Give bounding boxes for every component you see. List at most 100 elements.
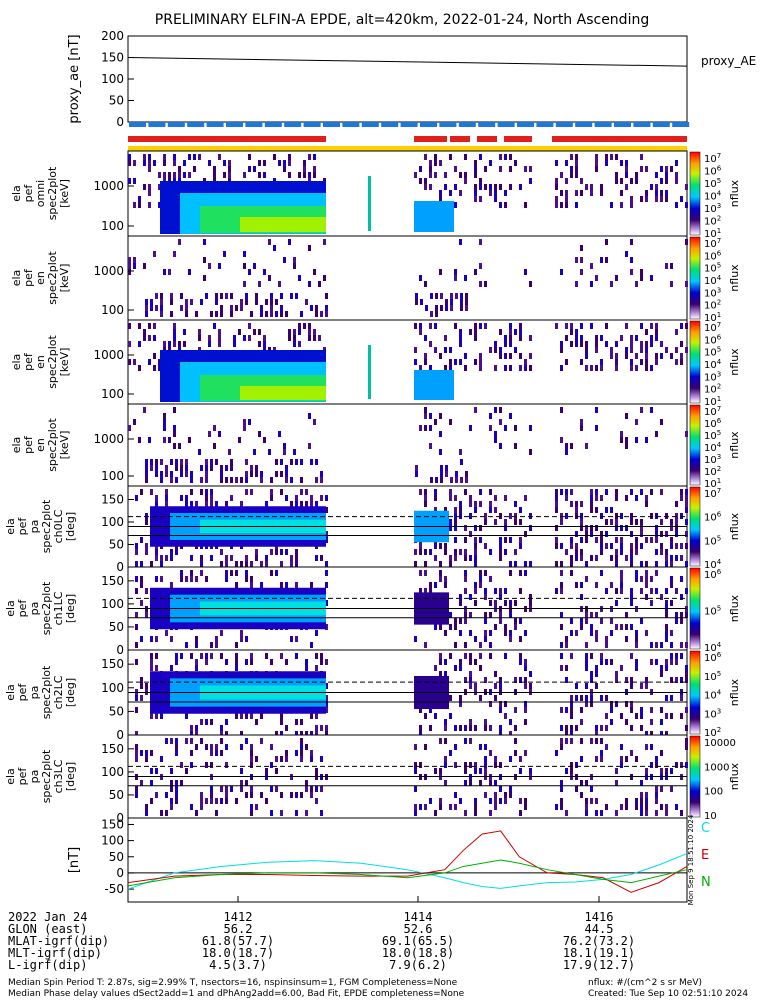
- energy-spectrogram-colorbar-tick: 102: [704, 215, 721, 228]
- flux-cell: [140, 489, 143, 495]
- flux-cell: [170, 477, 173, 483]
- flux-cell: [275, 459, 278, 465]
- flux-cell: [615, 677, 618, 683]
- flux-cell: [570, 443, 573, 449]
- flux-cell: [435, 477, 438, 483]
- flux-cell: [585, 353, 588, 359]
- flux-cell: [630, 257, 633, 263]
- flux-cell: [494, 624, 497, 630]
- flux-cell: [138, 341, 141, 347]
- energy-spectrogram-colorbar-tick: 107: [704, 152, 721, 165]
- flux-cell: [675, 202, 678, 208]
- flux-cell: [255, 293, 258, 299]
- flux-cell: [660, 190, 663, 196]
- flux-cell: [595, 347, 598, 353]
- flux-cell: [680, 495, 683, 501]
- footer-row-label: MLT-igrf(dip): [8, 946, 102, 960]
- flux-cell: [178, 239, 181, 245]
- flux-cell: [200, 561, 203, 567]
- flux-cell: [635, 172, 638, 178]
- flux-cell: [675, 804, 678, 810]
- flux-cell: [315, 725, 318, 731]
- flux-cell: [555, 501, 558, 507]
- flux-cell: [220, 653, 223, 659]
- flux-cell: [225, 762, 228, 768]
- flux-cell: [524, 665, 527, 671]
- flux-cell: [220, 305, 223, 311]
- flux-cell: [650, 707, 653, 713]
- flux-cell: [298, 275, 301, 281]
- flux-cell: [170, 582, 173, 588]
- flux-cell: [615, 588, 618, 594]
- flux-cell: [620, 804, 623, 810]
- flux-cell: [298, 341, 301, 347]
- flux-cell: [190, 725, 193, 731]
- status-segment-blue: [497, 122, 515, 127]
- flux-cell: [630, 677, 633, 683]
- flux-cell: [555, 489, 558, 495]
- flux-cell: [275, 299, 278, 305]
- flux-cell: [419, 329, 422, 335]
- flux-cell: [210, 744, 213, 750]
- flux-cell: [640, 196, 643, 202]
- flux-cell: [305, 489, 308, 495]
- flux-cell: [414, 172, 417, 178]
- flux-cell: [170, 798, 173, 804]
- flux-cell: [650, 744, 653, 750]
- flux-cell: [560, 365, 563, 371]
- flux-cell: [655, 798, 658, 804]
- flux-cell: [610, 701, 613, 707]
- flux-cell: [524, 359, 527, 365]
- flux-cell: [575, 630, 578, 636]
- flux-cell: [248, 269, 251, 275]
- flux-cell: [245, 659, 248, 665]
- pitch-angle-ylabel-line: ch2LC: [52, 675, 65, 709]
- flux-cell: [504, 154, 507, 160]
- flux-cell: [560, 653, 563, 659]
- flux-cell: [424, 501, 427, 507]
- flux-cell: [685, 642, 688, 648]
- flux-cell: [128, 269, 131, 275]
- status-segment-blue: [148, 122, 166, 127]
- flux-cell: [128, 154, 131, 160]
- flux-cell: [585, 341, 588, 347]
- flux-cell: [484, 762, 487, 768]
- flux-cell: [615, 624, 618, 630]
- flux-cell: [575, 786, 578, 792]
- flux-cell: [295, 459, 298, 465]
- flux-cell: [595, 425, 598, 431]
- flux-cell: [585, 804, 588, 810]
- flux-cell: [484, 570, 487, 576]
- flux-cell: [165, 501, 168, 507]
- flux-cell: [275, 311, 278, 317]
- flux-cell: [464, 525, 467, 531]
- footer: 2022 Jan 24 GLON (east) 56.2 52.6 44.5MLAT-…: [8, 910, 748, 999]
- flux-cell: [153, 251, 156, 257]
- flux-cell: [155, 501, 158, 507]
- footer-note-2: Median Phase delay values dSect2add=1 an…: [8, 989, 465, 999]
- flux-cell: [655, 196, 658, 202]
- pa-tick-label: 150: [101, 574, 124, 588]
- fgm-tick-label: 100: [101, 834, 124, 848]
- flux-cell: [489, 630, 492, 636]
- flux-cell: [464, 762, 467, 768]
- flux-cell: [185, 713, 188, 719]
- flux-cell: [295, 549, 298, 555]
- flux-cell: [469, 329, 472, 335]
- flux-cell: [655, 810, 658, 816]
- flux-cell: [484, 719, 487, 725]
- flux-cell: [163, 413, 166, 419]
- flux-cell: [645, 744, 648, 750]
- flux-cell: [439, 269, 442, 275]
- flux-cell: [305, 810, 308, 816]
- flux-cell: [180, 305, 183, 311]
- flux-cell: [514, 677, 517, 683]
- flux-cell: [210, 798, 213, 804]
- flux-cell: [655, 642, 658, 648]
- flux-cell: [499, 707, 502, 713]
- flux-cell: [655, 335, 658, 341]
- flux-cell: [429, 582, 432, 588]
- flux-cell: [148, 160, 151, 166]
- flux-cell: [460, 299, 463, 305]
